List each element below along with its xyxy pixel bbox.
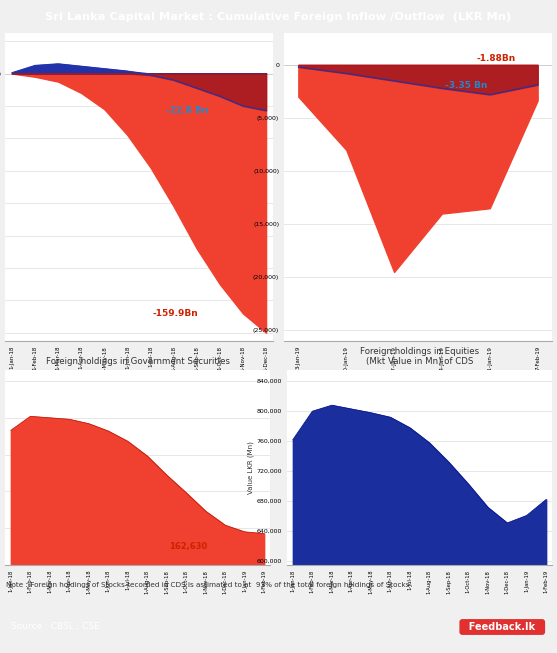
Text: Source : CBSL , CSE: Source : CBSL , CSE	[11, 622, 100, 631]
Title: 2019: 2019	[400, 0, 436, 3]
Text: 162,630: 162,630	[169, 543, 208, 551]
Y-axis label: Value LKR (Mn): Value LKR (Mn)	[247, 441, 254, 494]
Text: -1.88Bn: -1.88Bn	[477, 54, 516, 63]
Text: Note : Foreign holdings of Stocks recorded in CDS is astimated to at  93% of the: Note : Foreign holdings of Stocks record…	[6, 582, 409, 588]
Text: 682,368: 682,368	[441, 543, 479, 551]
Text: Feedback.lk: Feedback.lk	[462, 622, 542, 632]
Text: -159.9Bn: -159.9Bn	[153, 310, 198, 319]
Text: Sri Lanka Capital Market : Cumulative Foreign Inflow /Outflow  (LKR Mn): Sri Lanka Capital Market : Cumulative Fo…	[45, 12, 512, 22]
Title: Foreign holdings in Government Securities: Foreign holdings in Government Securitie…	[46, 357, 229, 366]
Text: -22.8 Bn: -22.8 Bn	[166, 106, 208, 115]
Text: -3.35 Bn: -3.35 Bn	[445, 82, 487, 90]
Title: Foreign holdings in Equities
(Mkt Value in Mn) of CDS: Foreign holdings in Equities (Mkt Value …	[360, 347, 479, 366]
Title: 2018: 2018	[121, 0, 157, 3]
